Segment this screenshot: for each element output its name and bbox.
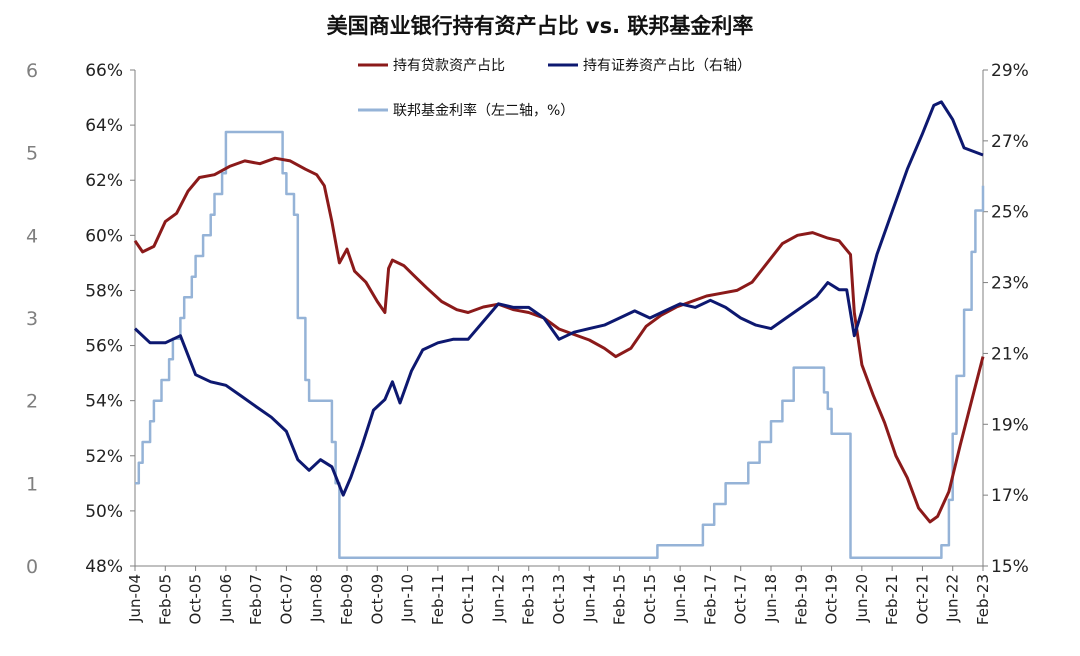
far-left-axis-ticks: 0 1 2 3 4 5 6 [26,60,38,578]
legend-label-loans: 持有贷款资产占比 [393,58,505,74]
x-tick-label: Jun-06 [217,574,235,623]
far-left-tick-label: 4 [26,225,38,247]
right-tick-label: 19% [991,415,1029,435]
far-left-tick-label: 5 [26,143,38,165]
x-tick-label: Feb-07 [247,574,265,625]
x-tick-label: Feb-19 [792,574,810,625]
far-left-tick-label: 1 [26,473,38,495]
x-tick-label: Jun-16 [671,574,689,623]
x-tick-label: Oct-19 [823,574,841,624]
x-tick-label: Jun-18 [762,574,780,623]
right-tick-label: 17% [991,486,1029,506]
x-tick-label: Feb-15 [611,574,629,625]
left-tick-label: 62% [85,171,123,191]
x-tick-label: Oct-05 [187,574,205,624]
far-left-tick-label: 2 [26,391,38,413]
x-tick-label: Jun-10 [399,574,417,623]
x-tick-label: Jun-12 [489,574,507,623]
right-tick-label: 21% [991,344,1029,364]
left-axis-ticks: 48% 50% 52% 54% 56% 58% 60% 62% 64% 66% [85,61,135,577]
x-tick-label: Oct-21 [913,574,931,624]
x-tick-label: Feb-13 [520,574,538,625]
x-tick-label: Oct-07 [277,574,295,624]
x-tick-label: Jun-14 [580,574,598,623]
x-tick-label: Oct-13 [550,574,568,624]
far-left-tick-label: 6 [26,60,38,82]
right-tick-label: 15% [991,557,1029,577]
left-tick-label: 66% [85,61,123,81]
far-left-tick-label: 3 [26,308,38,330]
series-line-securities [133,100,984,497]
x-tick-label: Jun-22 [944,574,962,623]
series-line-fedfunds [135,130,985,559]
x-tick-label: Oct-17 [732,574,750,624]
x-tick-label: Feb-17 [701,574,719,625]
right-tick-label: 23% [991,274,1029,294]
left-tick-label: 58% [85,281,123,301]
left-tick-label: 56% [85,337,123,357]
x-tick-label: Oct-09 [368,574,386,624]
legend-label-securities: 持有证券资产占比（右轴） [583,58,751,74]
left-tick-label: 60% [85,226,123,246]
chart-title: 美国商业银行持有资产占比 vs. 联邦基金利率 [327,14,754,38]
legend: 持有贷款资产占比 持有证券资产占比（右轴） 联邦基金利率（左二轴，%） [358,58,751,119]
x-tick-label: Jun-08 [308,574,326,623]
x-axis-ticks: Jun-04 Feb-05 Oct-05 Jun-06 Feb-07 Oct-07 Jun-… [126,566,992,625]
x-tick-label: Jun-20 [853,574,871,623]
x-tick-label: Feb-11 [429,574,447,625]
right-axis-ticks: 15% 17% 19% 21% 23% 25% 27% 29% [983,61,1029,577]
x-tick-label: Oct-11 [459,574,477,624]
x-tick-label: Feb-21 [883,574,901,625]
legend-label-fedfunds: 联邦基金利率（左二轴，%） [393,102,574,119]
far-left-tick-label: 0 [26,556,38,578]
left-tick-label: 52% [85,447,123,467]
left-tick-label: 64% [85,116,123,136]
right-tick-label: 29% [991,61,1029,81]
right-tick-label: 27% [991,132,1029,152]
x-tick-label: Feb-09 [338,574,356,625]
left-tick-label: 50% [85,502,123,522]
x-tick-label: Feb-05 [156,574,174,625]
x-tick-label: Jun-04 [126,574,144,623]
right-tick-label: 25% [991,203,1029,223]
left-tick-label: 54% [85,392,123,412]
series-lines [133,100,985,559]
series-line-loans [133,156,985,524]
x-tick-label: Feb-23 [974,574,992,625]
x-tick-label: Oct-15 [641,574,659,624]
left-tick-label: 48% [85,557,123,577]
